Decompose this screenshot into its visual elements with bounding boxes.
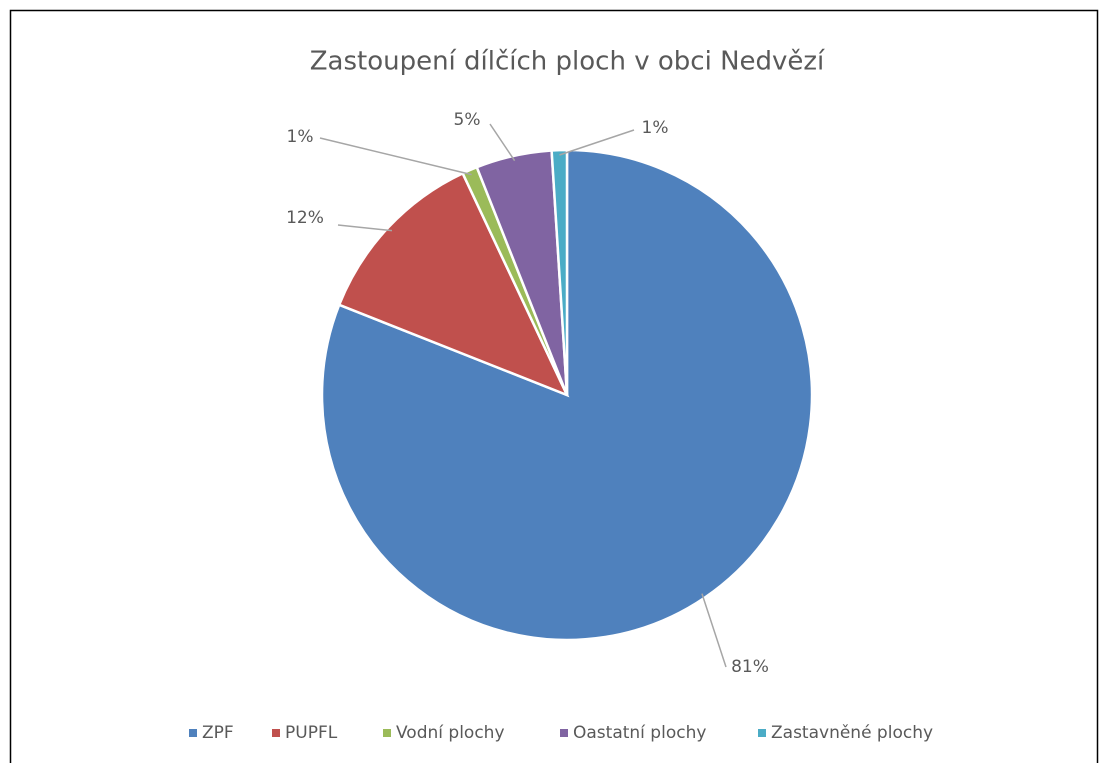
legend-swatch bbox=[189, 729, 197, 737]
legend-label: ZPF bbox=[202, 723, 234, 743]
legend-label: Oastatní plochy bbox=[573, 723, 706, 743]
data-label: 1% bbox=[287, 127, 314, 147]
data-label: 5% bbox=[454, 110, 481, 130]
leader-line bbox=[559, 129, 635, 156]
leader-line bbox=[319, 137, 472, 176]
data-label: 81% bbox=[731, 657, 769, 677]
leader-line bbox=[489, 123, 516, 162]
legend-label: Zastavněné plochy bbox=[771, 723, 933, 743]
legend-swatch bbox=[383, 729, 391, 737]
leader-line bbox=[701, 593, 727, 668]
data-label: 12% bbox=[286, 208, 324, 228]
leader-line bbox=[337, 224, 393, 232]
legend-label: PUPFL bbox=[285, 723, 338, 743]
data-label: 1% bbox=[642, 118, 669, 138]
pie-slice bbox=[320, 148, 814, 642]
legend-label: Vodní plochy bbox=[396, 723, 505, 743]
legend-swatch bbox=[272, 729, 280, 737]
pie-slice bbox=[550, 148, 569, 396]
legend-swatch bbox=[758, 729, 766, 737]
legend-swatch bbox=[560, 729, 568, 737]
pie-slice bbox=[337, 171, 570, 398]
chart-title: Zastoupení dílčích ploch v obci Nedvězí bbox=[310, 47, 825, 77]
